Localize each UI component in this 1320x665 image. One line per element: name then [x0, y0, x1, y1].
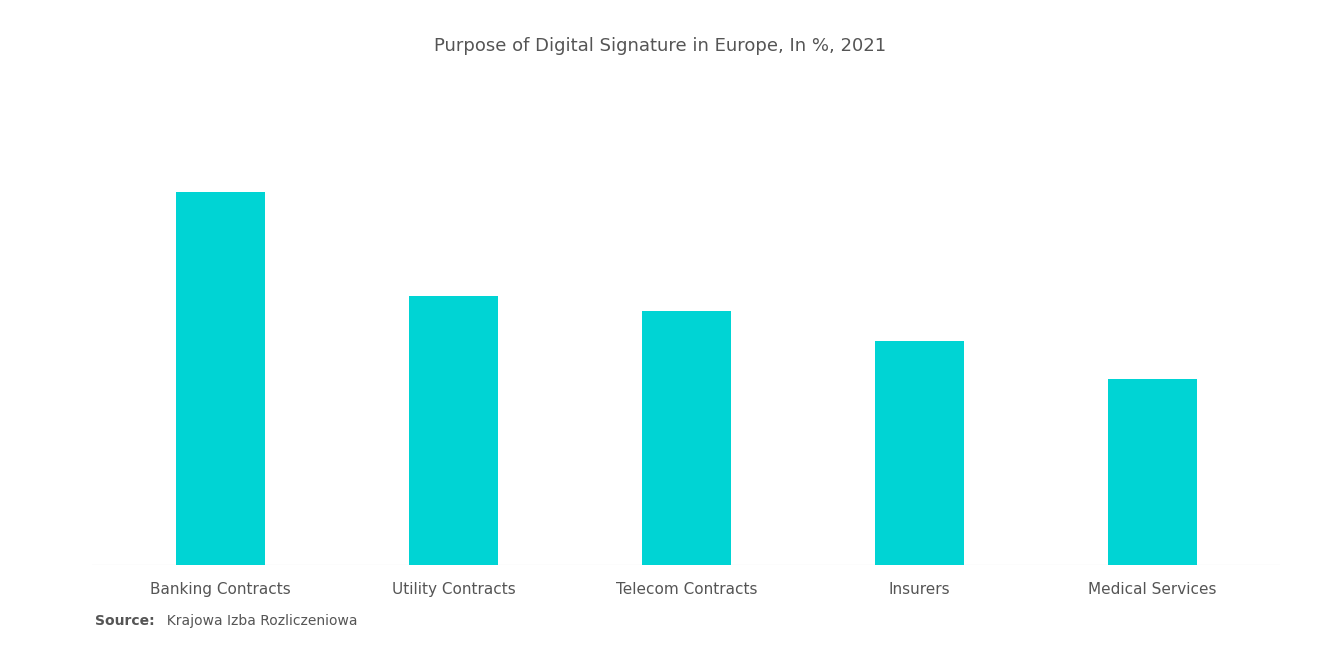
Bar — [1107, 378, 1196, 565]
Bar — [875, 341, 964, 565]
Bar — [642, 311, 731, 565]
Bar — [177, 192, 265, 565]
Bar — [409, 297, 498, 565]
Text: Source:: Source: — [95, 614, 154, 628]
Text: Purpose of Digital Signature in Europe, In %, 2021: Purpose of Digital Signature in Europe, … — [434, 37, 886, 55]
Text: Krajowa Izba Rozliczeniowa: Krajowa Izba Rozliczeniowa — [158, 614, 358, 628]
